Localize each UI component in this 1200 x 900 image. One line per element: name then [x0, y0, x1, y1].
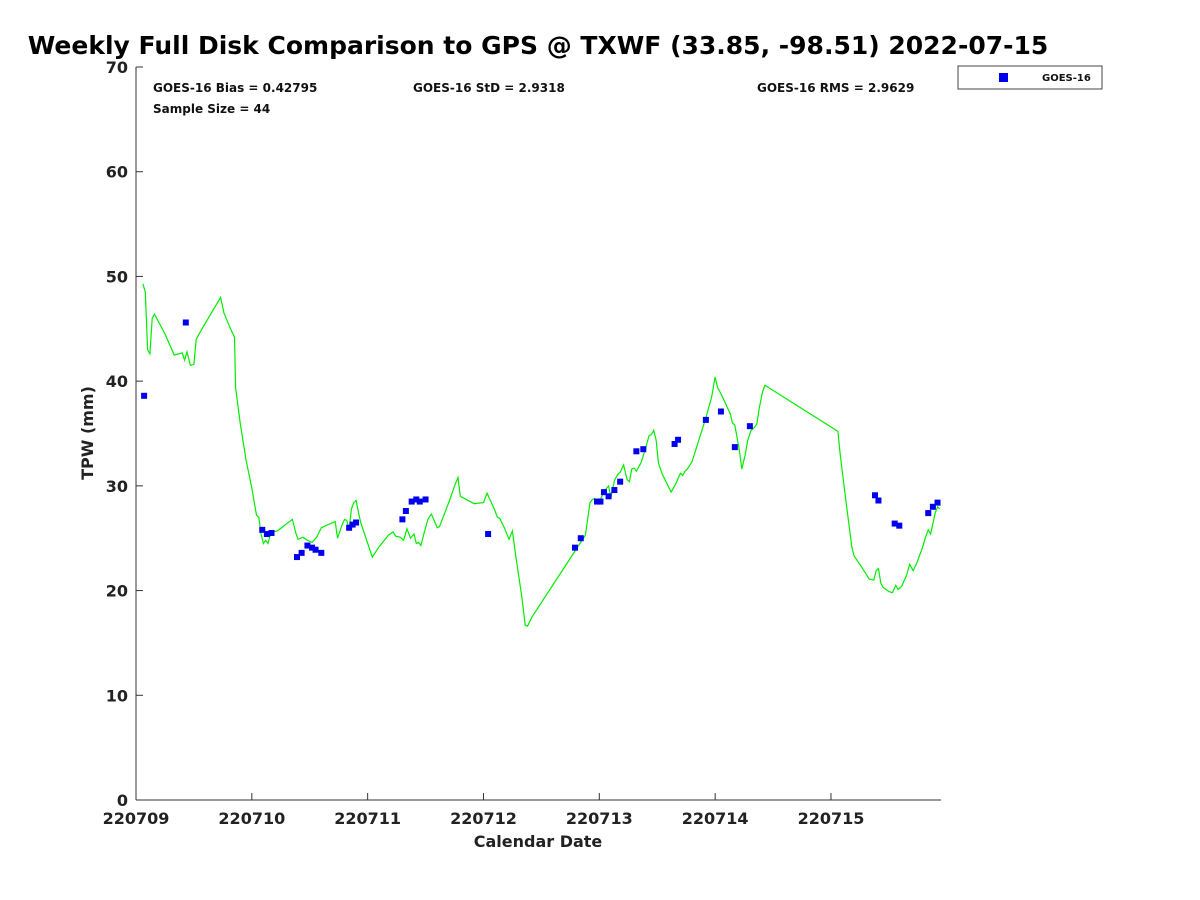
goes-point [402, 507, 409, 514]
y-tick-label: 0 [117, 791, 128, 810]
goes-point [318, 549, 325, 556]
goes-point [896, 522, 903, 529]
y-tick-label: 30 [106, 477, 128, 496]
goes-point [346, 524, 353, 531]
x-tick-label: 220711 [334, 809, 401, 828]
x-tick-label: 220715 [798, 809, 865, 828]
x-tick-label: 220714 [682, 809, 749, 828]
goes-point [294, 554, 300, 561]
x-tick-label: 220713 [566, 809, 633, 828]
y-ticks: 0 10 20 30 40 50 60 70 [106, 58, 143, 810]
goes-point [875, 497, 882, 504]
gps-series-line [142, 283, 941, 627]
goes-point [408, 498, 415, 505]
y-tick-label: 40 [106, 372, 128, 391]
goes-point [746, 423, 753, 430]
goes-point [182, 319, 189, 326]
goes-point [633, 448, 640, 455]
y-tick-label: 50 [106, 267, 128, 286]
goes-point [717, 408, 724, 415]
legend-marker [999, 73, 1008, 82]
goes-point [298, 549, 305, 556]
goes-point [934, 499, 941, 506]
chart-title: Weekly Full Disk Comparison to GPS @ TXW… [28, 31, 1049, 60]
legend-label: GOES-16 [1042, 73, 1091, 84]
goes-point [600, 489, 607, 496]
goes-point [259, 526, 266, 533]
goes-point [702, 416, 709, 423]
goes-series [141, 319, 941, 561]
legend-box [957, 65, 1103, 90]
y-tick-label: 20 [106, 582, 128, 601]
std-stat: GOES-16 StD = 2.9318 [413, 81, 565, 95]
goes-point [640, 446, 647, 453]
goes-point [597, 498, 604, 505]
goes-point [413, 496, 420, 503]
sample-size-stat: Sample Size = 44 [153, 102, 270, 116]
goes-point [263, 531, 270, 538]
x-tick-label: 220709 [103, 809, 170, 828]
y-tick-label: 10 [106, 686, 128, 705]
goes-point [416, 498, 423, 505]
y-axis-label: TPW (mm) [78, 386, 97, 480]
goes-point [891, 520, 898, 527]
goes-point [925, 510, 932, 517]
goes-point [399, 516, 406, 523]
x-tick-label: 220710 [218, 809, 285, 828]
plot-area: 0 10 20 30 40 50 60 70 220709 220710 220711 220712… [103, 58, 941, 828]
goes-point [312, 546, 319, 553]
x-axis-label: Calendar Date [474, 832, 603, 851]
goes-point [675, 436, 682, 443]
gps-series [142, 283, 941, 627]
goes-point [268, 529, 275, 536]
bias-stat: GOES-16 Bias = 0.42795 [153, 81, 317, 95]
goes-point [577, 535, 584, 542]
goes-point [571, 544, 578, 551]
goes-point [611, 487, 618, 494]
goes-point [141, 392, 148, 399]
goes-point [422, 496, 429, 503]
goes-point [353, 519, 360, 526]
goes-point [671, 440, 678, 447]
goes-point [309, 544, 316, 551]
goes-point [871, 492, 878, 499]
x-tick-label: 220712 [450, 809, 517, 828]
goes-point [485, 531, 492, 538]
goes-point [605, 493, 612, 500]
legend: GOES-16 [957, 65, 1103, 90]
y-tick-label: 60 [106, 163, 128, 182]
goes-point [929, 503, 936, 510]
rms-stat: GOES-16 RMS = 2.9629 [757, 81, 914, 95]
y-tick-label: 70 [106, 58, 128, 77]
goes-point [349, 521, 356, 528]
x-ticks: 220709 220710 220711 220712 220713 220714 2207… [103, 793, 865, 828]
goes-point [304, 542, 311, 549]
goes-point [593, 498, 600, 505]
goes-point [731, 444, 738, 451]
goes-point [617, 478, 624, 485]
